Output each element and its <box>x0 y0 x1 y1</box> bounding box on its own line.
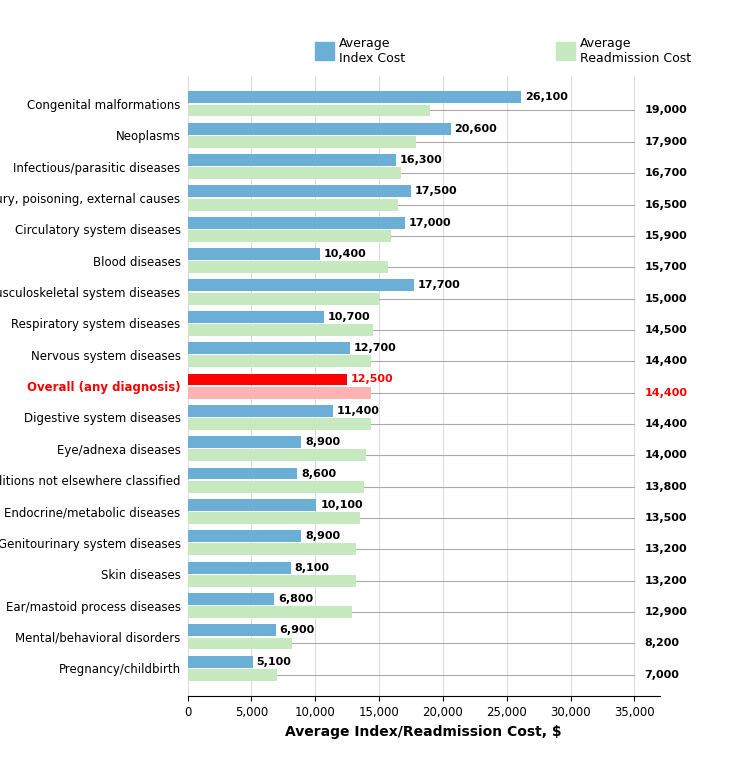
Text: 8,900: 8,900 <box>305 438 340 447</box>
Bar <box>188 387 371 399</box>
Text: 13,800: 13,800 <box>645 481 687 492</box>
Bar <box>188 230 391 241</box>
Text: Average
Index Cost: Average Index Cost <box>339 37 405 65</box>
Text: 15,000: 15,000 <box>645 294 687 304</box>
Text: 14,400: 14,400 <box>645 388 688 397</box>
Bar <box>188 373 347 385</box>
Text: 10,100: 10,100 <box>320 500 363 510</box>
Bar <box>188 450 366 461</box>
Bar <box>188 324 373 336</box>
Text: 10,700: 10,700 <box>328 312 370 322</box>
Bar <box>188 198 398 210</box>
Bar <box>188 261 388 273</box>
Text: 8,900: 8,900 <box>305 531 340 541</box>
Text: 17,000: 17,000 <box>409 218 451 228</box>
Bar <box>188 104 430 117</box>
Text: 11,400: 11,400 <box>337 406 380 416</box>
Bar <box>188 606 352 618</box>
Text: 16,500: 16,500 <box>645 200 688 210</box>
Text: 10,400: 10,400 <box>324 249 367 259</box>
Bar <box>188 355 371 367</box>
Text: 20,600: 20,600 <box>454 123 497 134</box>
Text: 15,900: 15,900 <box>645 231 688 241</box>
Text: 14,000: 14,000 <box>645 450 688 460</box>
Bar <box>188 293 379 304</box>
Bar <box>188 123 451 135</box>
Text: 5,100: 5,100 <box>256 656 291 667</box>
Bar <box>188 531 302 542</box>
Bar <box>188 311 324 322</box>
Bar <box>188 468 297 479</box>
Text: 17,900: 17,900 <box>645 137 688 147</box>
Bar <box>188 499 316 511</box>
Bar <box>188 669 277 681</box>
Bar <box>188 562 291 574</box>
Text: Average
Readmission Cost: Average Readmission Cost <box>580 37 691 65</box>
Text: 19,000: 19,000 <box>645 105 688 116</box>
Text: 17,700: 17,700 <box>417 280 460 291</box>
Text: 8,600: 8,600 <box>302 469 336 478</box>
Text: 7,000: 7,000 <box>645 670 680 680</box>
Bar <box>188 248 320 260</box>
Text: 13,200: 13,200 <box>645 576 687 586</box>
Bar <box>188 185 411 198</box>
Bar <box>188 418 371 430</box>
Bar <box>188 544 356 556</box>
Text: 12,700: 12,700 <box>353 343 396 353</box>
Bar <box>188 436 302 448</box>
Bar <box>188 217 404 229</box>
Bar <box>188 637 292 650</box>
X-axis label: Average Index/Readmission Cost, $: Average Index/Readmission Cost, $ <box>286 724 562 739</box>
Text: 14,500: 14,500 <box>645 325 688 335</box>
Bar <box>188 512 360 524</box>
Bar <box>188 136 416 148</box>
Bar <box>188 575 356 587</box>
FancyBboxPatch shape <box>556 42 575 60</box>
Bar <box>188 279 413 291</box>
Text: 14,400: 14,400 <box>645 419 688 429</box>
Text: 15,700: 15,700 <box>645 262 687 273</box>
Text: 12,500: 12,500 <box>351 375 394 385</box>
Text: 8,100: 8,100 <box>295 562 330 572</box>
Text: 26,100: 26,100 <box>525 92 568 102</box>
Text: 13,500: 13,500 <box>645 513 687 523</box>
FancyBboxPatch shape <box>315 42 334 60</box>
Bar <box>188 625 275 636</box>
Text: 16,700: 16,700 <box>645 168 688 178</box>
Text: 6,800: 6,800 <box>278 594 314 604</box>
Bar <box>188 593 274 605</box>
Text: 6,900: 6,900 <box>280 625 315 635</box>
Bar <box>188 154 396 166</box>
Text: 17,500: 17,500 <box>415 186 458 196</box>
Bar <box>188 167 400 179</box>
Bar <box>188 656 253 668</box>
Text: 8,200: 8,200 <box>645 638 680 649</box>
Bar <box>188 481 364 493</box>
Bar <box>188 405 333 417</box>
Text: 16,300: 16,300 <box>400 155 442 165</box>
Bar <box>188 342 350 354</box>
Text: 12,900: 12,900 <box>645 607 688 617</box>
Text: 13,200: 13,200 <box>645 544 687 554</box>
Bar <box>188 92 520 103</box>
Text: 14,400: 14,400 <box>645 357 688 366</box>
